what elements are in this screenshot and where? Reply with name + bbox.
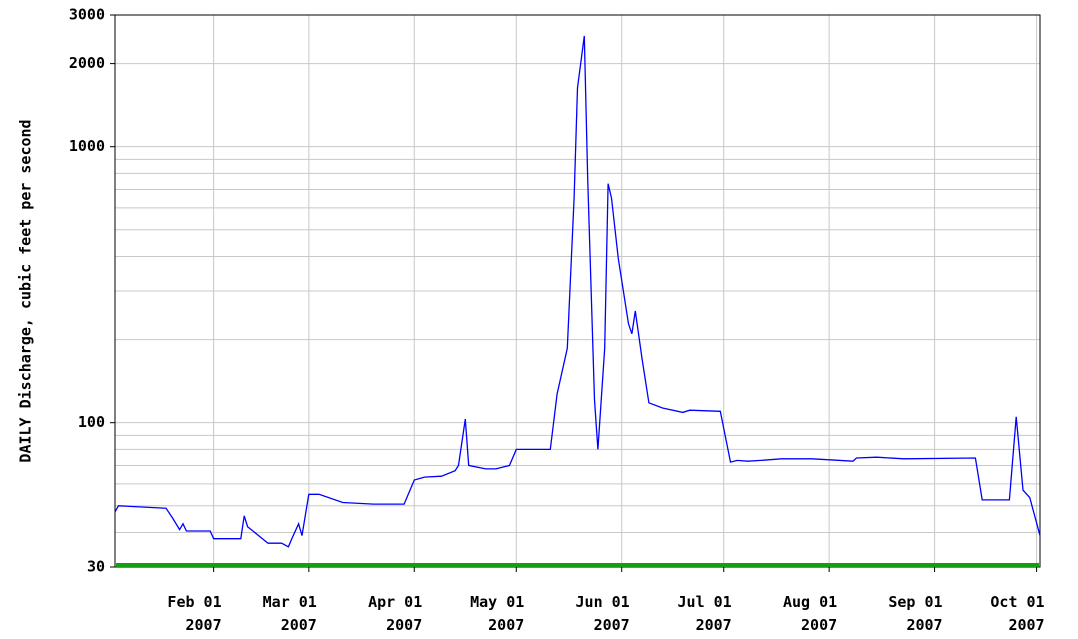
baseline-band — [116, 563, 1039, 567]
x-tick-label: Mar 01 2007 — [263, 593, 317, 634]
x-tick-label-line: Feb 01 — [167, 593, 221, 611]
x-tick-label-line: Sep 01 — [888, 593, 942, 611]
x-tick-label-line: Jul 01 — [678, 593, 732, 611]
x-tick-label-line: 2007 — [488, 616, 524, 634]
y-tick-label: 30 — [87, 558, 105, 576]
y-tick-label: 100 — [78, 413, 105, 431]
y-tick-label: 2000 — [69, 54, 105, 72]
x-tick-label: Jun 01 2007 — [576, 593, 630, 634]
x-tick-label-line: Apr 01 — [368, 593, 422, 611]
x-tick-label: Sep 01 2007 — [888, 593, 942, 634]
x-tick-label: Feb 01 2007 — [167, 593, 221, 634]
data-line — [114, 35, 1041, 548]
x-tick-label-line: 2007 — [185, 616, 221, 634]
x-tick-label-line: 2007 — [696, 616, 732, 634]
x-tick-label-line: 2007 — [1008, 616, 1044, 634]
x-tick-label: May 01 2007 — [470, 593, 524, 634]
x-tick-label-line: May 01 — [470, 593, 524, 611]
x-tick-label: Oct 01 2007 — [990, 593, 1044, 634]
x-tick-label-line: Jun 01 — [576, 593, 630, 611]
x-tick-label: Jul 01 2007 — [678, 593, 732, 634]
x-tick-label-line: 2007 — [801, 616, 837, 634]
x-tick-label: Aug 01 2007 — [783, 593, 837, 634]
y-axis-label: DAILY Discharge, cubic feet per second — [17, 119, 35, 462]
x-tick-label-line: 2007 — [386, 616, 422, 634]
x-tick-label-line: Oct 01 — [990, 593, 1044, 611]
x-tick-label-line: 2007 — [281, 616, 317, 634]
x-tick-label-line: Aug 01 — [783, 593, 837, 611]
x-tick-label: Apr 01 2007 — [368, 593, 422, 634]
x-tick-label-line: Mar 01 — [263, 593, 317, 611]
y-tick-label: 1000 — [69, 137, 105, 155]
x-tick-label-line: 2007 — [906, 616, 942, 634]
x-tick-label-line: 2007 — [594, 616, 630, 634]
y-tick-label: 3000 — [69, 6, 105, 24]
